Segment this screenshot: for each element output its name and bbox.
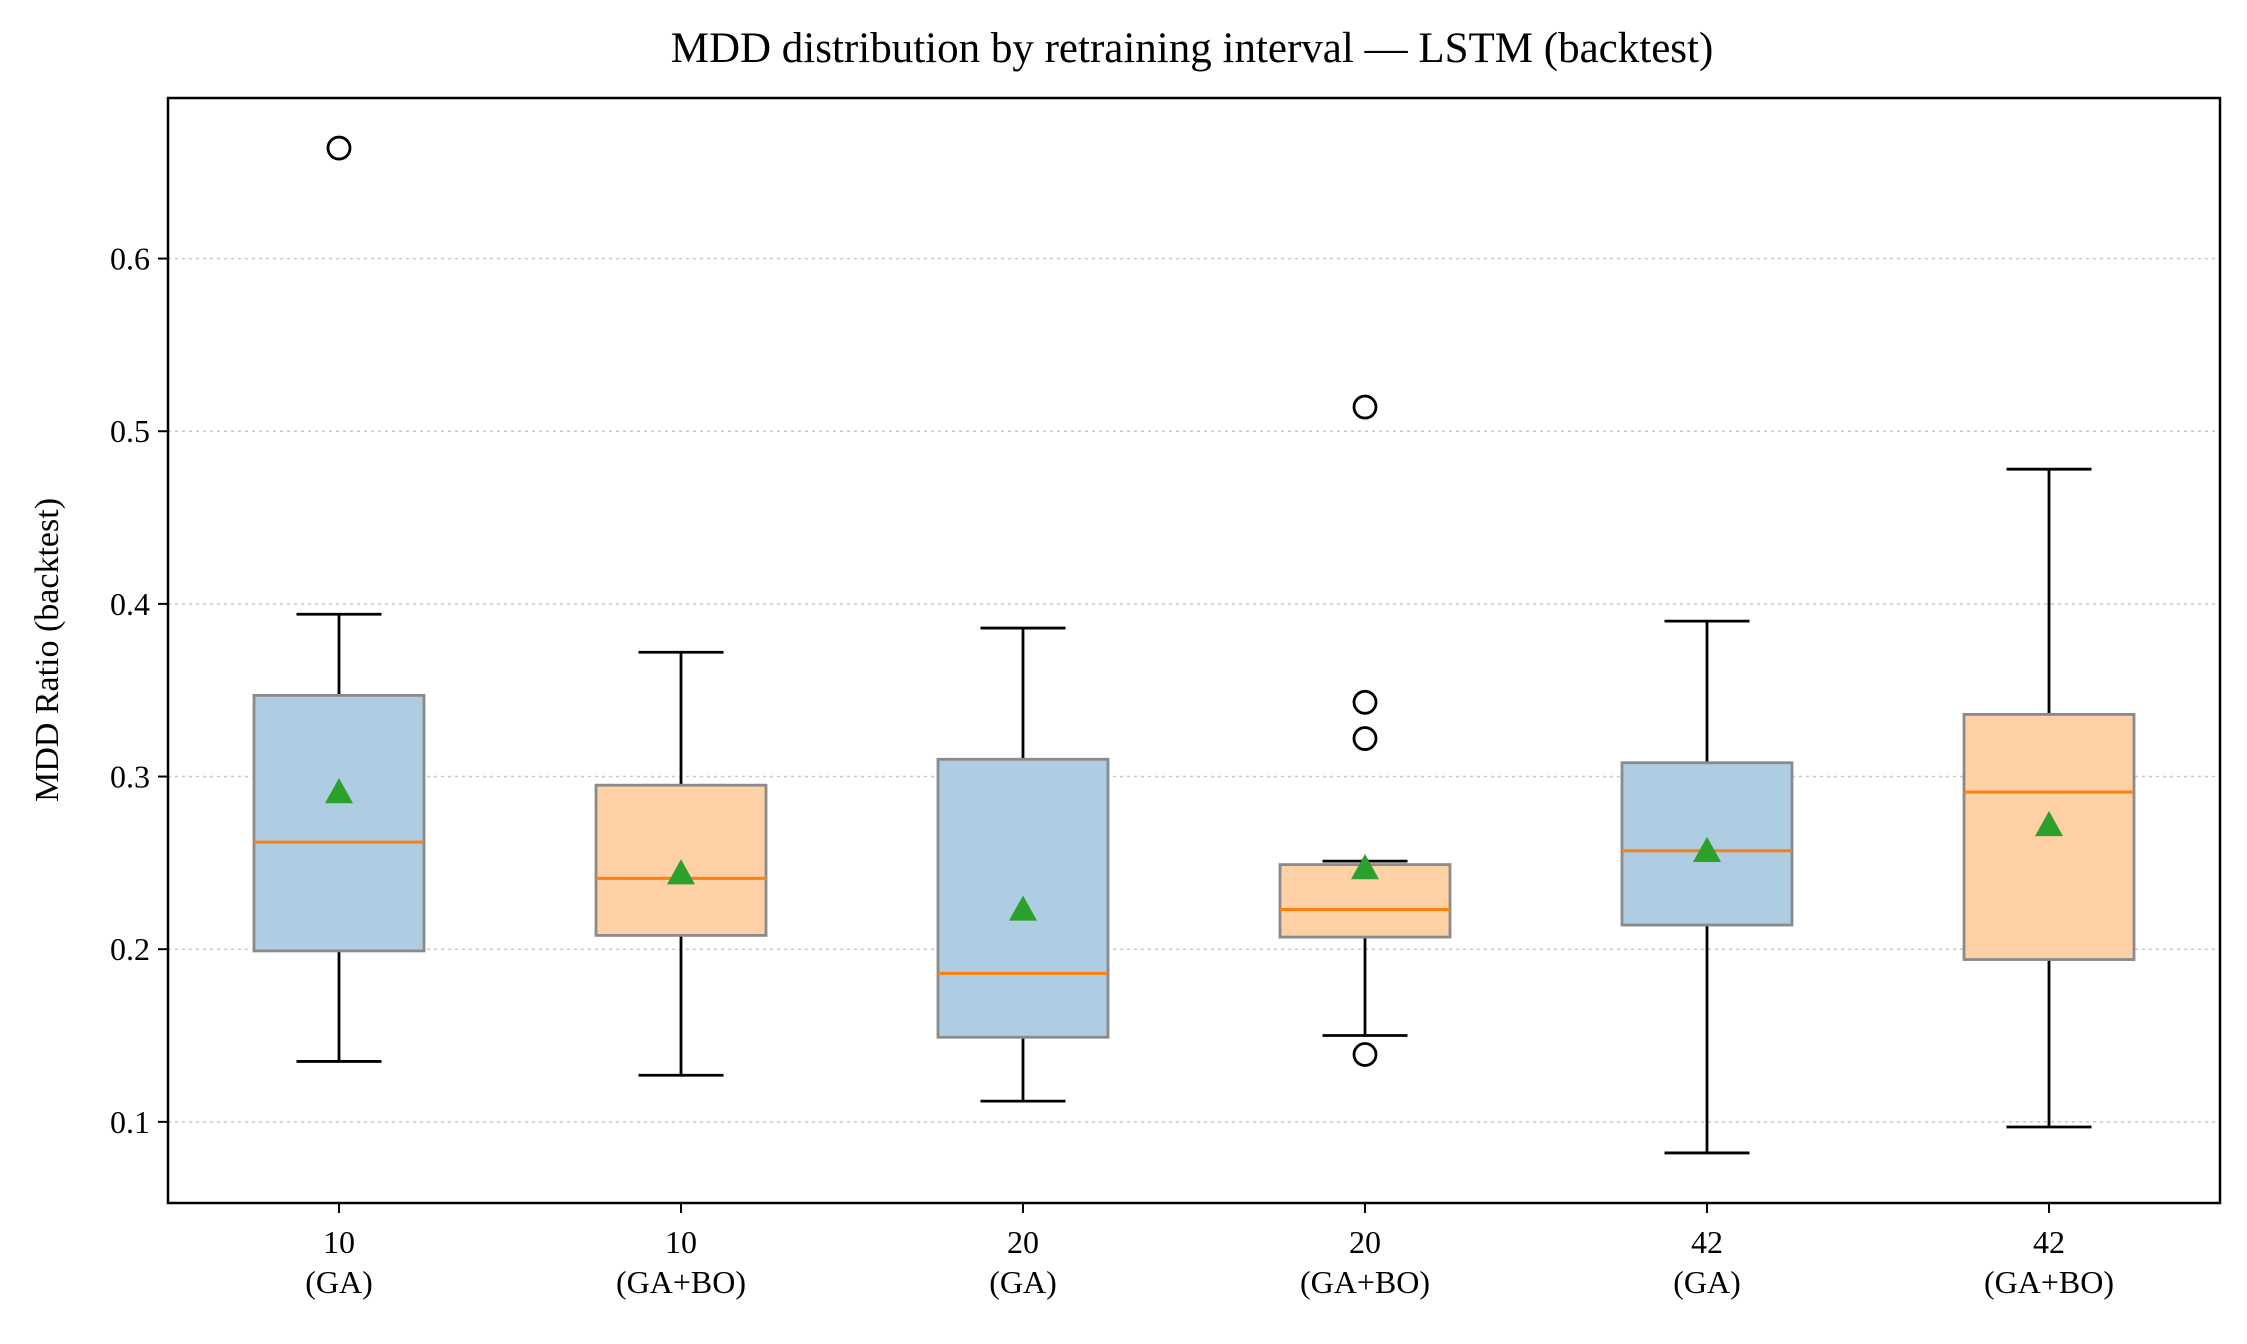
y-tick-label: 0.6 — [110, 241, 150, 277]
box-group — [1962, 467, 2136, 1129]
x-tick-label: (GA+BO) — [1984, 1264, 2114, 1300]
x-tick-label: 20 — [1007, 1224, 1039, 1260]
box-group — [936, 626, 1110, 1103]
mean-marker — [325, 778, 353, 804]
y-tick-label: 0.2 — [110, 931, 150, 967]
outlier-point — [1352, 1042, 1378, 1067]
outlier-point — [326, 135, 352, 161]
box-group — [1278, 394, 1452, 1067]
mean-marker — [667, 859, 695, 885]
y-tick-label: 0.5 — [110, 413, 150, 449]
mean-marker — [2035, 810, 2063, 837]
x-tick-label: 10 — [665, 1224, 697, 1260]
x-tick-label: (GA+BO) — [616, 1264, 746, 1300]
iqr-box — [1962, 712, 2136, 961]
x-tick-label: 20 — [1349, 1224, 1381, 1260]
x-tick-label: 42 — [2033, 1224, 2065, 1260]
x-tick-label: (GA+BO) — [1300, 1264, 1430, 1300]
outlier-point — [1352, 689, 1378, 715]
box-group — [252, 135, 426, 1063]
iqr-box — [252, 693, 426, 953]
box-plot-series — [252, 135, 2136, 1155]
x-tick-label: (GA) — [1673, 1264, 1741, 1300]
y-tick-label: 0.3 — [110, 759, 150, 795]
x-axis-ticks: 10 (GA) 10 (GA+BO) 20 (GA) 20 (GA+BO) 42 (GA) 42 (G… — [305, 1203, 2114, 1300]
outlier-point — [1352, 394, 1378, 420]
y-axis-label: MDD Ratio (backtest) — [29, 498, 66, 802]
x-tick-label: (GA) — [305, 1264, 373, 1300]
y-axis-ticks: 0.1 0.2 0.3 0.4 0.5 0.6 — [110, 241, 168, 1140]
grid-lines — [168, 257, 2220, 1123]
plot-area-frame — [166, 96, 2222, 1205]
x-tick-label: 10 — [323, 1224, 355, 1260]
outlier-point — [1352, 726, 1378, 751]
y-tick-label: 0.1 — [110, 1104, 150, 1140]
chart-title: MDD distribution by retraining interval … — [671, 25, 1714, 72]
y-tick-label: 0.4 — [110, 586, 150, 622]
mean-marker — [1351, 854, 1379, 880]
x-tick-label: 42 — [1691, 1224, 1723, 1260]
mean-marker — [1693, 836, 1721, 862]
x-tick-label: (GA) — [989, 1264, 1057, 1300]
mean-marker — [1009, 895, 1037, 921]
box-group — [1620, 619, 1794, 1155]
box-group — [594, 650, 768, 1077]
